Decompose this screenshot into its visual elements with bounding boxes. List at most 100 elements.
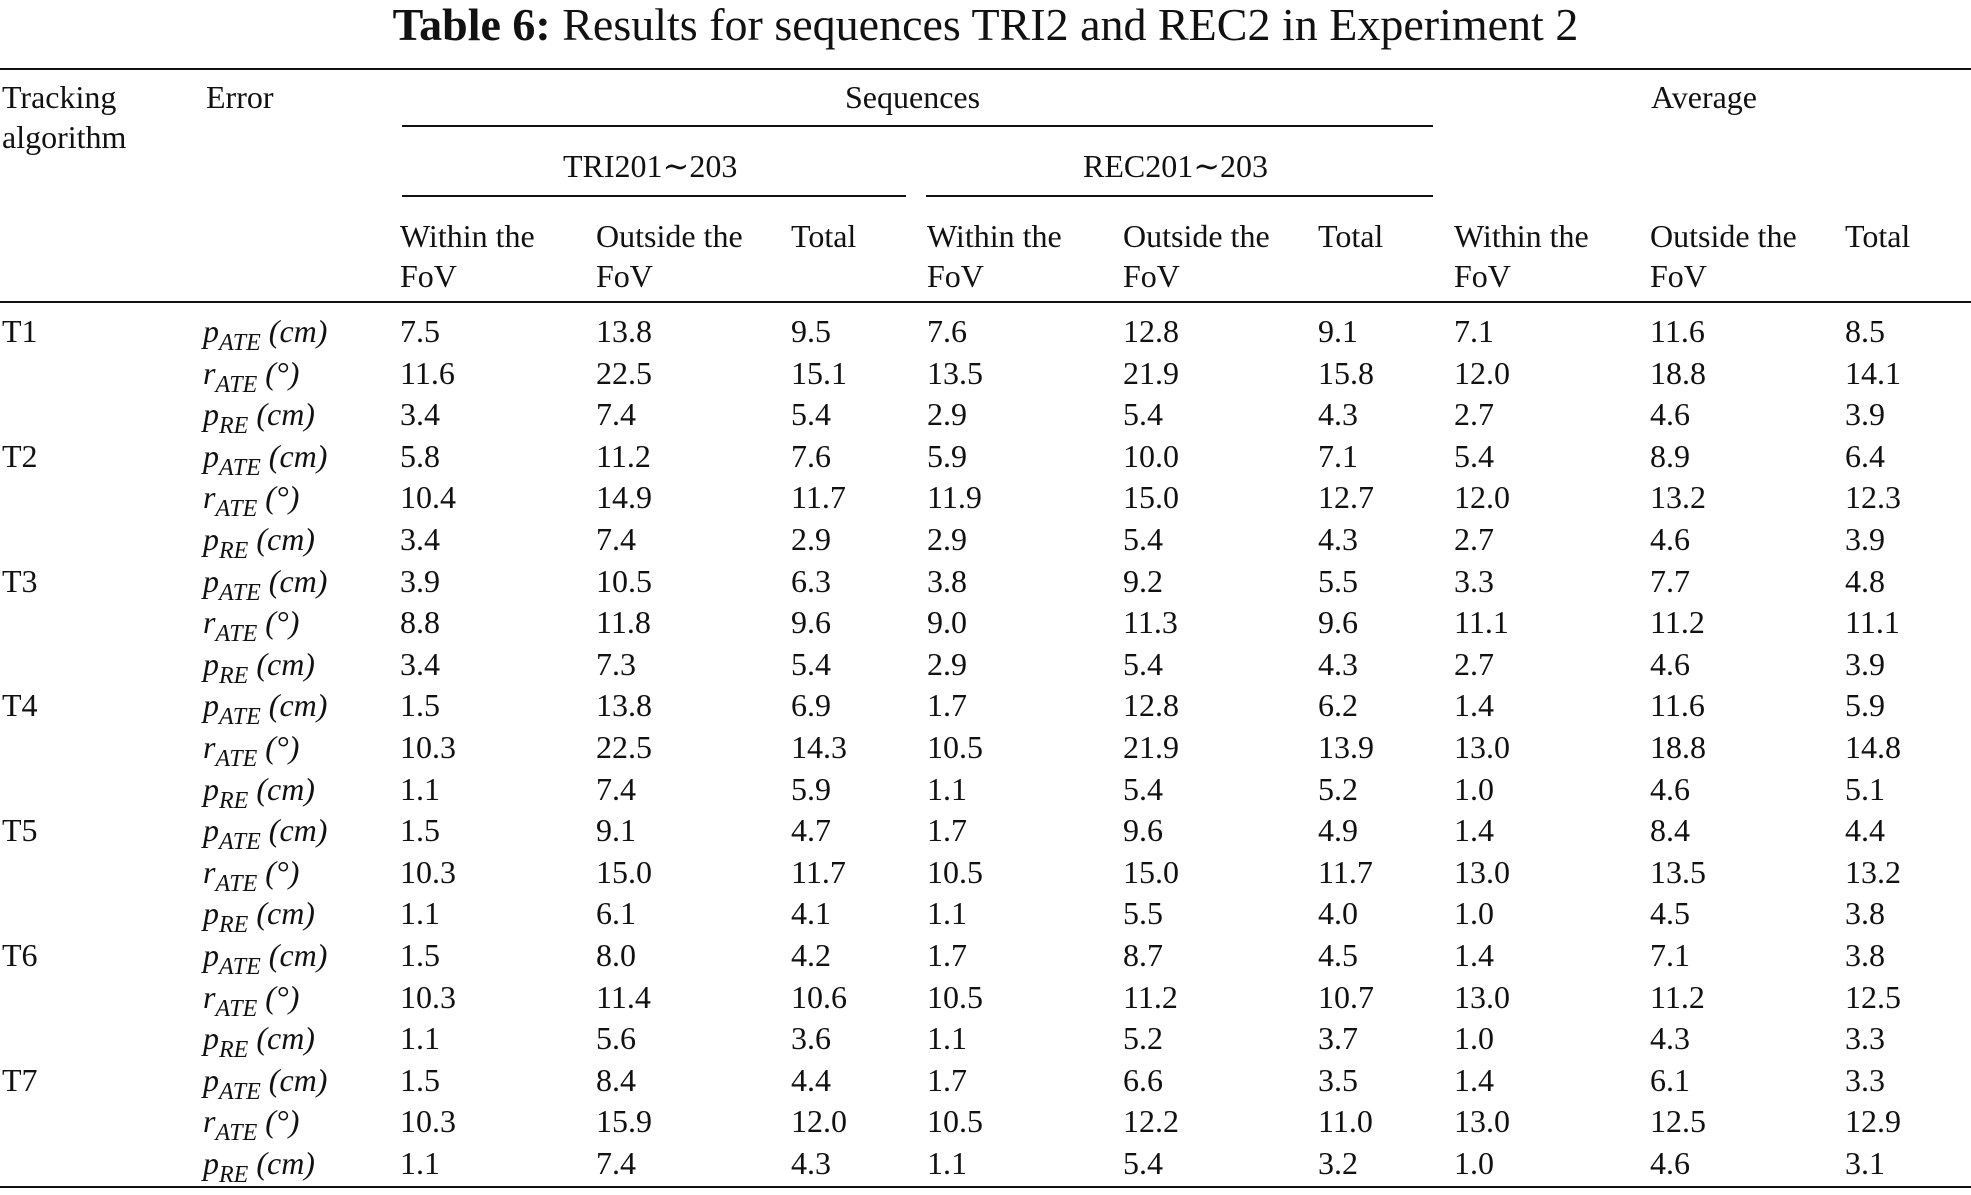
table-cell: 10.5 — [927, 979, 983, 1015]
metric-subscript: ATE — [215, 496, 258, 522]
table-cell: 5.8 — [400, 438, 440, 474]
metric-symbol: rATE — [203, 479, 258, 522]
table-cell: 15.1 — [791, 355, 847, 391]
metric-subscript: RE — [219, 663, 249, 689]
table-cell: 9.6 — [1318, 604, 1358, 640]
table-cell: 9.1 — [1318, 313, 1358, 349]
table-cell: 7.3 — [596, 646, 636, 682]
table-cell: 7.4 — [596, 521, 636, 557]
metric-subscript: ATE — [215, 996, 258, 1022]
table-cell: 12.8 — [1123, 313, 1179, 349]
table-cell: 4.3 — [1318, 396, 1358, 432]
metric-symbol: pATE — [203, 812, 261, 855]
metric-label: rATE (°) — [203, 727, 299, 779]
table-cell: 13.2 — [1650, 479, 1706, 515]
table-cell: 3.6 — [791, 1020, 831, 1056]
metric-label: rATE (°) — [203, 353, 299, 405]
table-cell: 1.7 — [927, 937, 967, 973]
table-cell: 3.2 — [1318, 1145, 1358, 1181]
table-cell: 2.7 — [1454, 396, 1494, 432]
table-cell: 4.5 — [1650, 895, 1690, 931]
table-cell: 1.4 — [1454, 1062, 1494, 1098]
metric-subscript: RE — [219, 788, 249, 814]
table-cell: 15.0 — [1123, 479, 1179, 515]
metric-unit: (cm) — [260, 313, 328, 349]
table-cell: 1.1 — [400, 1020, 440, 1056]
header-error: Error — [206, 79, 274, 115]
metric-subscript: RE — [219, 538, 249, 564]
table-cell: 4.0 — [1318, 895, 1358, 931]
table-cell: 1.0 — [1454, 895, 1494, 931]
col-header-within-fov-line2: FoV — [400, 258, 457, 294]
table-cell: 4.3 — [1318, 646, 1358, 682]
row-tracker-label: T4 — [2, 687, 38, 723]
metric-symbol: pRE — [203, 521, 249, 564]
table-cell: 9.5 — [791, 313, 831, 349]
metric-label: rATE (°) — [203, 477, 299, 529]
table-cell: 13.9 — [1318, 729, 1374, 765]
metric-label: pRE (cm) — [203, 644, 315, 696]
col-header-outside-fov-line2: FoV — [1650, 258, 1707, 294]
table-cell: 13.0 — [1454, 729, 1510, 765]
table-cell: 1.1 — [400, 895, 440, 931]
table-cell: 13.8 — [596, 313, 652, 349]
table-cell: 6.2 — [1318, 687, 1358, 723]
metric-subscript: RE — [219, 1037, 249, 1063]
table-cell: 5.4 — [1123, 396, 1163, 432]
metric-unit: (cm) — [260, 812, 328, 848]
table-cell: 15.8 — [1318, 355, 1374, 391]
table-cell: 1.4 — [1454, 687, 1494, 723]
metric-subscript: RE — [219, 413, 249, 439]
metric-symbol: pATE — [203, 937, 261, 980]
table-cell: 1.4 — [1454, 937, 1494, 973]
table-cell: 10.5 — [596, 563, 652, 599]
table-cell: 10.6 — [791, 979, 847, 1015]
table-cell: 10.5 — [927, 1103, 983, 1139]
metric-symbol: rATE — [203, 979, 258, 1022]
table-cell: 11.2 — [1123, 979, 1178, 1015]
table-cell: 2.9 — [791, 521, 831, 557]
table-cell: 14.3 — [791, 729, 847, 765]
table-cell: 1.1 — [927, 1145, 967, 1181]
metric-symbol: pRE — [203, 895, 249, 938]
table-cell: 5.4 — [1123, 521, 1163, 557]
table-cell: 1.1 — [400, 1145, 440, 1181]
table-cell: 14.8 — [1845, 729, 1901, 765]
metric-symbol: pRE — [203, 396, 249, 439]
metric-unit: (cm) — [260, 937, 328, 973]
table-cell: 10.3 — [400, 1103, 456, 1139]
metric-unit: (°) — [257, 1103, 300, 1139]
header-algorithm: algorithm — [2, 119, 127, 155]
metric-label: pATE (cm) — [203, 685, 327, 737]
table-cell: 3.9 — [1845, 396, 1885, 432]
table-cell: 9.6 — [1123, 812, 1163, 848]
table-cell: 4.1 — [791, 895, 831, 931]
metric-label: pRE (cm) — [203, 769, 315, 821]
header-tri-group: TRI201∼203 — [563, 148, 738, 184]
table-cell: 7.6 — [791, 438, 831, 474]
metric-label: pATE (cm) — [203, 436, 327, 488]
table-cell: 7.7 — [1650, 563, 1690, 599]
table-cell: 13.8 — [596, 687, 652, 723]
metric-symbol: rATE — [203, 355, 258, 398]
top-rule — [0, 68, 1971, 70]
metric-symbol: pRE — [203, 771, 249, 814]
table-cell: 11.1 — [1845, 604, 1900, 640]
table-cell: 1.1 — [927, 771, 967, 807]
table-cell: 5.4 — [791, 396, 831, 432]
table-cell: 12.9 — [1845, 1103, 1901, 1139]
table-cell: 11.6 — [1650, 313, 1705, 349]
table-cell: 5.6 — [596, 1020, 636, 1056]
table-cell: 8.4 — [596, 1062, 636, 1098]
metric-symbol: rATE — [203, 1103, 258, 1146]
table-cell: 3.3 — [1845, 1062, 1885, 1098]
metric-unit: (cm) — [248, 521, 315, 557]
table-cell: 3.1 — [1845, 1145, 1885, 1181]
table-cell: 1.5 — [400, 1062, 440, 1098]
table-cell: 5.4 — [791, 646, 831, 682]
table-cell: 3.7 — [1318, 1020, 1358, 1056]
table-cell: 13.0 — [1454, 979, 1510, 1015]
caption-label: Table 6: — [392, 0, 551, 50]
table-cell: 22.5 — [596, 355, 652, 391]
table-caption: Table 6: Results for sequences TRI2 and … — [0, 0, 1971, 50]
